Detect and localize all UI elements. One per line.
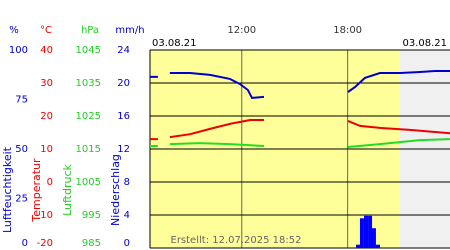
bar [376, 244, 380, 248]
y-tick-label: 1005 [76, 177, 101, 188]
bar [359, 218, 364, 248]
date-right: 03.08.21 [402, 38, 447, 49]
y-tick-label: 1015 [76, 144, 101, 155]
axis-unit: hPa [81, 25, 99, 36]
x-tick-label: 12:00 [227, 25, 256, 36]
y-tick-label: 50 [15, 144, 28, 155]
y-tick-label: 12 [117, 144, 130, 155]
bar [364, 215, 368, 248]
y-tick-label: 75 [15, 95, 28, 106]
footer: Erstellt: 12.07.2025 18:52 [171, 235, 302, 246]
y-tick-label: 40 [40, 45, 53, 56]
y-tick-label: 100 [9, 45, 28, 56]
y-tick-label: 16 [117, 111, 130, 122]
y-tick-label: 0 [47, 177, 53, 188]
axis-title: Luftfeuchtigkeit [1, 146, 14, 233]
y-tick-label: 1045 [76, 45, 101, 56]
data-line [150, 70, 450, 99]
y-tick-label: 8 [124, 177, 130, 188]
y-tick-label: -20 [37, 238, 53, 249]
y-tick-label: 20 [117, 78, 130, 89]
y-tick-label: 20 [40, 111, 53, 122]
bar [356, 244, 361, 248]
y-tick-label: 995 [82, 210, 101, 221]
x-tick-label: 18:00 [333, 25, 362, 36]
data-line [150, 119, 450, 141]
bar [371, 228, 376, 248]
y-tick-label: -10 [37, 210, 53, 221]
axis-title: Luftdruck [61, 163, 74, 215]
axis-unit: °C [40, 25, 52, 36]
date-left: 03.08.21 [152, 38, 197, 49]
y-tick-label: 1025 [76, 111, 101, 122]
y-tick-label: 1035 [76, 78, 101, 89]
axis-title: Temperatur [30, 158, 43, 223]
y-tick-label: 30 [40, 78, 53, 89]
axis-unit: % [9, 25, 19, 36]
y-tick-label: 4 [124, 210, 130, 221]
y-tick-label: 985 [82, 238, 101, 249]
bar [368, 215, 373, 248]
axis-unit: mm/h [115, 25, 144, 36]
y-tick-label: 25 [15, 194, 28, 205]
y-tick-label: 0 [22, 238, 28, 249]
data-line [150, 138, 450, 148]
y-tick-label: 24 [117, 45, 130, 56]
y-tick-label: 10 [40, 144, 53, 155]
y-tick-label: 0 [124, 238, 130, 249]
axis-title: Niederschlag [109, 154, 122, 226]
